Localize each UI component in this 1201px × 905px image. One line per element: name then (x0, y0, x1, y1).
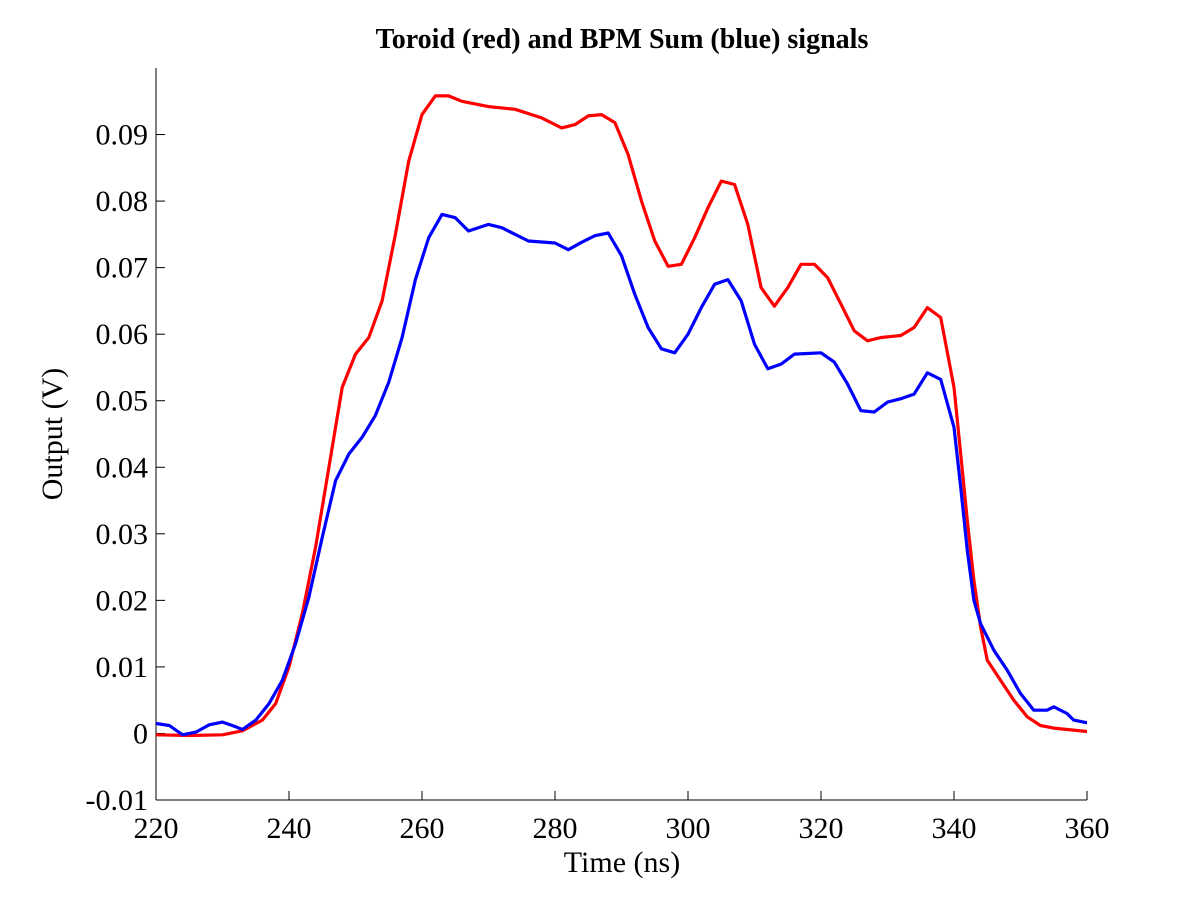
y-tick-label: 0.03 (96, 518, 149, 551)
y-tick-label: 0 (133, 717, 148, 750)
x-tick-label: 280 (533, 812, 578, 845)
y-tick-label: 0.09 (96, 119, 149, 152)
y-tick-label: 0.04 (96, 451, 149, 484)
y-tick-label: -0.01 (86, 784, 149, 817)
y-axis-label: Output (V) (36, 368, 69, 500)
plot-series (156, 94, 1087, 738)
x-tick-label: 220 (134, 812, 179, 845)
x-tick-label: 240 (267, 812, 312, 845)
axes: 220 240 260 280 300 320 340 360 -0.01 0 0.01 0.02 0.… (86, 68, 1110, 845)
chart-title: Toroid (red) and BPM Sum (blue) signals (376, 24, 869, 55)
y-tick-label: 0.02 (96, 584, 149, 617)
y-tick-label: 0.05 (96, 385, 149, 418)
y-tick-label: 0.01 (96, 651, 149, 684)
y-tick-label: 0.06 (96, 318, 149, 351)
x-tick-label: 320 (799, 812, 844, 845)
series-line-red (156, 94, 1087, 738)
y-tick-label: 0.08 (96, 185, 149, 218)
x-tick-label: 360 (1065, 812, 1110, 845)
x-tick-label: 260 (400, 812, 445, 845)
series-line-blue (156, 212, 1087, 737)
x-axis-label: Time (ns) (564, 846, 680, 879)
x-tick-label: 300 (666, 812, 711, 845)
x-tick-label: 340 (932, 812, 977, 845)
y-tick-label: 0.07 (96, 252, 149, 285)
